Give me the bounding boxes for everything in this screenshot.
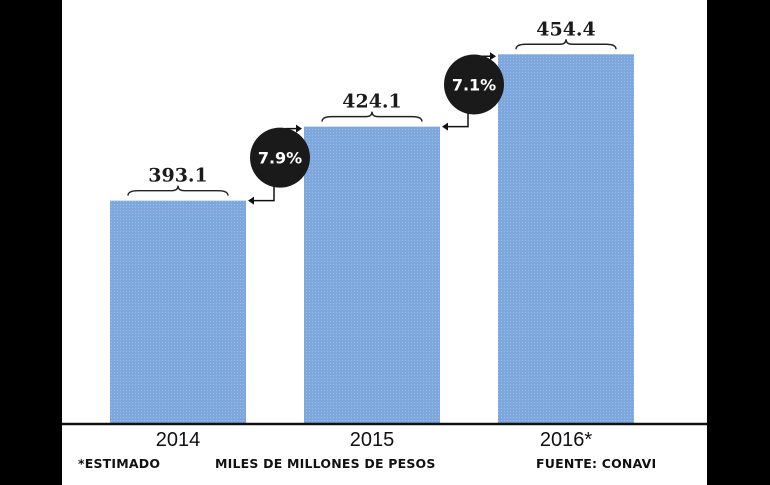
value-brace: [321, 111, 423, 122]
arrow-head: [248, 196, 254, 205]
value-label: 424.1: [342, 91, 402, 113]
growth-label: 7.1%: [452, 75, 496, 94]
left-border: [0, 0, 62, 485]
arrow-head: [490, 52, 496, 61]
category-label: 2016*: [540, 429, 592, 451]
value-brace: [515, 39, 617, 50]
growth-badge: [444, 54, 504, 115]
growth-badge: [250, 127, 310, 188]
arrow-head: [442, 122, 448, 131]
value-label: 454.4: [536, 18, 596, 40]
right-border: [707, 0, 770, 485]
bar-2016*: [498, 54, 634, 423]
growth-connector: [448, 110, 469, 128]
arrow-head: [296, 124, 302, 133]
bar-2015: [304, 126, 440, 424]
value-brace: [127, 185, 229, 196]
bar-2014: [110, 200, 246, 423]
units-label: MILES DE MILLONES DE PESOS: [215, 456, 436, 471]
growth-connector: [254, 183, 275, 202]
footnote-estimated: *ESTIMADO: [78, 456, 161, 471]
source-label: FUENTE: CONAVI: [536, 456, 657, 471]
category-label: 2015: [350, 429, 395, 451]
category-label: 2014: [156, 429, 201, 451]
value-label: 393.1: [148, 165, 208, 187]
growth-label: 7.9%: [258, 149, 302, 168]
